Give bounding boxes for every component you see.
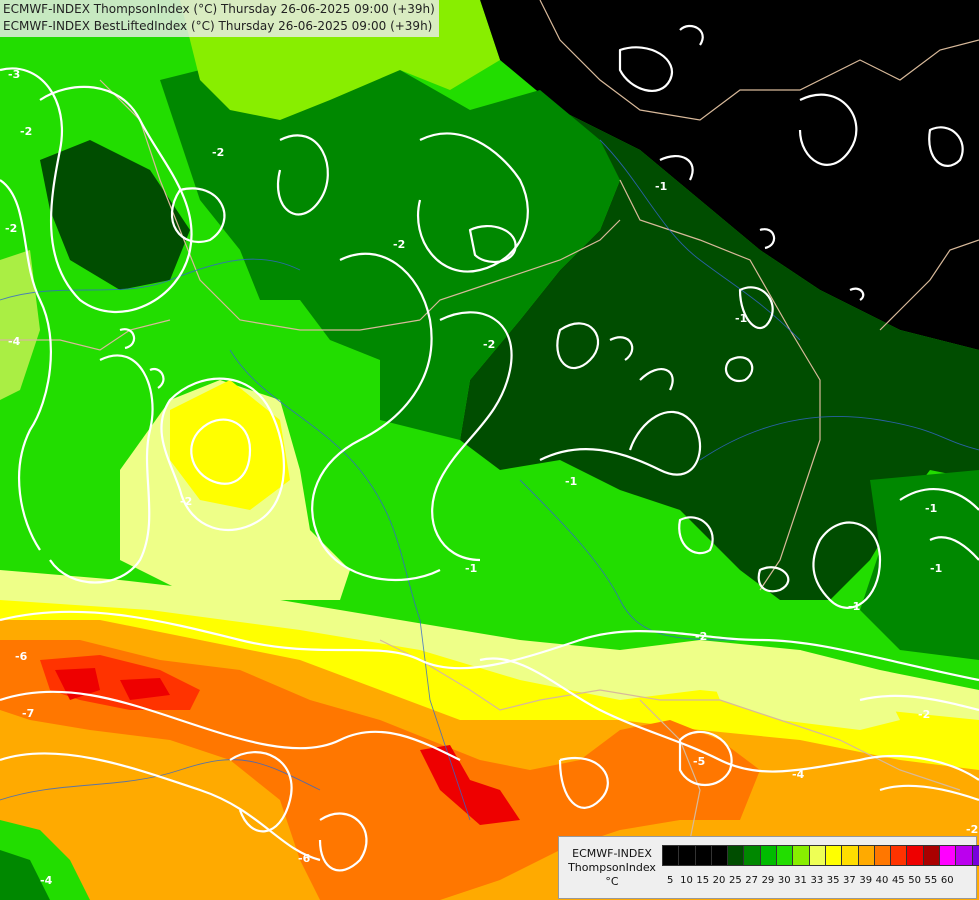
legend-swatch — [808, 845, 826, 866]
contour-label: -4 — [792, 768, 805, 781]
legend-tick-label: 55 — [924, 875, 938, 886]
legend-tick-label: 5 — [666, 875, 674, 886]
legend-swatch — [710, 845, 729, 866]
contour-labels: -3 -2 -2 -2 -2 -2 -1 -1 -1 -1 -1 -1 -1 -… — [5, 68, 978, 887]
contour-label: -1 — [735, 312, 747, 325]
map-header: ECMWF-INDEX ThompsonIndex (°C) Thursday … — [0, 0, 439, 37]
legend-tick-label: 15 — [696, 875, 710, 886]
legend-swatch — [662, 845, 680, 866]
legend-swatch — [759, 845, 778, 866]
legend-tick-label: 45 — [891, 875, 905, 886]
contour-label: -2 — [212, 146, 224, 159]
legend-swatch — [922, 845, 941, 866]
contour-label: -1 — [655, 180, 667, 193]
region-yellow-center — [170, 380, 290, 510]
contour-lines — [0, 24, 979, 872]
contour-label: -5 — [693, 755, 705, 768]
contour-label: -2 — [483, 338, 495, 351]
region-midgreen-east — [860, 470, 979, 660]
legend-title: ECMWF-INDEX ThompsonIndex °C — [565, 847, 659, 889]
legend-swatch — [971, 845, 979, 866]
legend-tick-label: 35 — [826, 875, 840, 886]
legend-swatch — [906, 845, 924, 866]
region-brightred-3 — [420, 745, 520, 825]
region-darkgreen-west — [40, 140, 190, 290]
legend-tick-label: 31 — [794, 875, 807, 886]
legend-swatch — [792, 845, 810, 866]
legend-tick-label: 25 — [728, 875, 742, 886]
legend-swatch — [743, 845, 761, 866]
legend-swatch — [939, 845, 957, 866]
contour-label: -2 — [5, 222, 17, 235]
legend-swatch — [776, 845, 794, 866]
contour-label: -4 — [40, 874, 53, 887]
contour-label: -2 — [918, 708, 930, 721]
contour-label: -2 — [180, 495, 192, 508]
legend-swatch — [727, 845, 745, 866]
legend-tick-label: 60 — [940, 875, 954, 886]
legend-swatch — [873, 845, 892, 866]
region-palegreen-west — [0, 250, 40, 400]
legend-tick-label: 29 — [761, 875, 775, 886]
contour-label: -1 — [930, 562, 942, 575]
contour-label: -6 — [15, 650, 28, 663]
region-darkgreen-east — [460, 110, 979, 600]
legend-tick-label: 33 — [810, 875, 824, 886]
region-black-ne — [480, 0, 979, 350]
legend-tick-label: 40 — [875, 875, 889, 886]
legend-swatch — [955, 845, 973, 866]
contour-label: -2 — [695, 630, 707, 643]
region-brightred-2 — [120, 678, 170, 700]
header-line-thompson: ECMWF-INDEX ThompsonIndex (°C) Thursday … — [3, 2, 435, 16]
contour-label: -7 — [22, 707, 34, 720]
contour-label: -2 — [966, 823, 978, 836]
legend-tick-label: 30 — [777, 875, 791, 886]
legend-title-line2: ThompsonIndex — [568, 861, 656, 874]
legend-tick-label: 20 — [712, 875, 726, 886]
rivers — [0, 139, 979, 821]
region-darkgreen-southwest — [0, 850, 50, 900]
contour-label: -1 — [848, 600, 860, 613]
legend-color-bar — [662, 845, 979, 866]
contour-label: -2 — [20, 125, 32, 138]
legend-unit: °C — [605, 875, 619, 888]
contour-label: -1 — [925, 502, 937, 515]
legend-swatch — [824, 845, 843, 866]
legend-swatch — [890, 845, 908, 866]
contour-label: -1 — [565, 475, 577, 488]
color-legend: ECMWF-INDEX ThompsonIndex °C 5 10 15 20 25 27… — [558, 836, 979, 899]
contour-label: -6 — [298, 852, 311, 865]
legend-tick-label: 37 — [843, 875, 856, 886]
legend-ticks: 5 10 15 20 25 27 29 30 31 33 35 37 39 40 45 50 55 60 — [662, 875, 955, 886]
legend-swatch — [841, 845, 859, 866]
legend-tick-label: 10 — [680, 875, 693, 886]
legend-swatch — [857, 845, 875, 866]
legend-tick-label: 39 — [859, 875, 873, 886]
region-midgreen-north — [160, 60, 620, 440]
legend-tick-label: 50 — [908, 875, 921, 886]
legend-tick-label: 27 — [745, 875, 758, 886]
contour-label: -4 — [8, 335, 21, 348]
contour-label: -1 — [465, 562, 477, 575]
legend-swatch — [694, 845, 712, 866]
contour-label: -3 — [8, 68, 20, 81]
legend-title-line1: ECMWF-INDEX — [572, 847, 652, 860]
legend-swatch — [678, 845, 696, 866]
header-line-lifted: ECMWF-INDEX BestLiftedIndex (°C) Thursda… — [3, 19, 433, 33]
contour-label: -2 — [393, 238, 405, 251]
